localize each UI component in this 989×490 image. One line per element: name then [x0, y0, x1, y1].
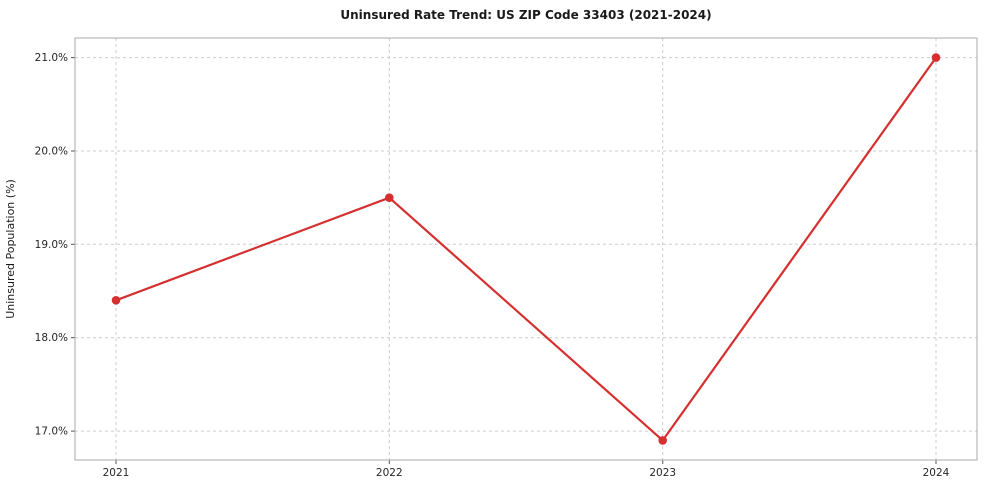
y-axis-label: Uninsured Population (%) [4, 179, 17, 319]
y-tick-label: 20.0% [35, 146, 68, 158]
grid-layer [75, 38, 977, 460]
x-tick-label: 2021 [103, 467, 130, 479]
trend-line [114, 56, 938, 442]
y-tick-label: 19.0% [35, 239, 68, 251]
x-tick-label: 2022 [376, 467, 403, 479]
y-tick-label: 17.0% [35, 426, 68, 438]
data-point-marker [658, 436, 667, 445]
y-tick-label: 18.0% [35, 332, 68, 344]
data-point-marker [931, 53, 941, 62]
chart-title: Uninsured Rate Trend: US ZIP Code 33403 … [340, 8, 711, 22]
x-tick-label: 2023 [649, 467, 676, 479]
data-point-marker [111, 296, 121, 305]
axis-layer: 17.0% 18.0% 19.0% 20.0% 21.0% 2021 2022 2023 202… [35, 37, 978, 479]
y-tick-label: 21.0% [35, 52, 68, 64]
data-point-marker [385, 193, 394, 202]
plot-border [74, 37, 978, 461]
x-tick-label: 2024 [923, 467, 950, 479]
series-layer [111, 53, 941, 445]
